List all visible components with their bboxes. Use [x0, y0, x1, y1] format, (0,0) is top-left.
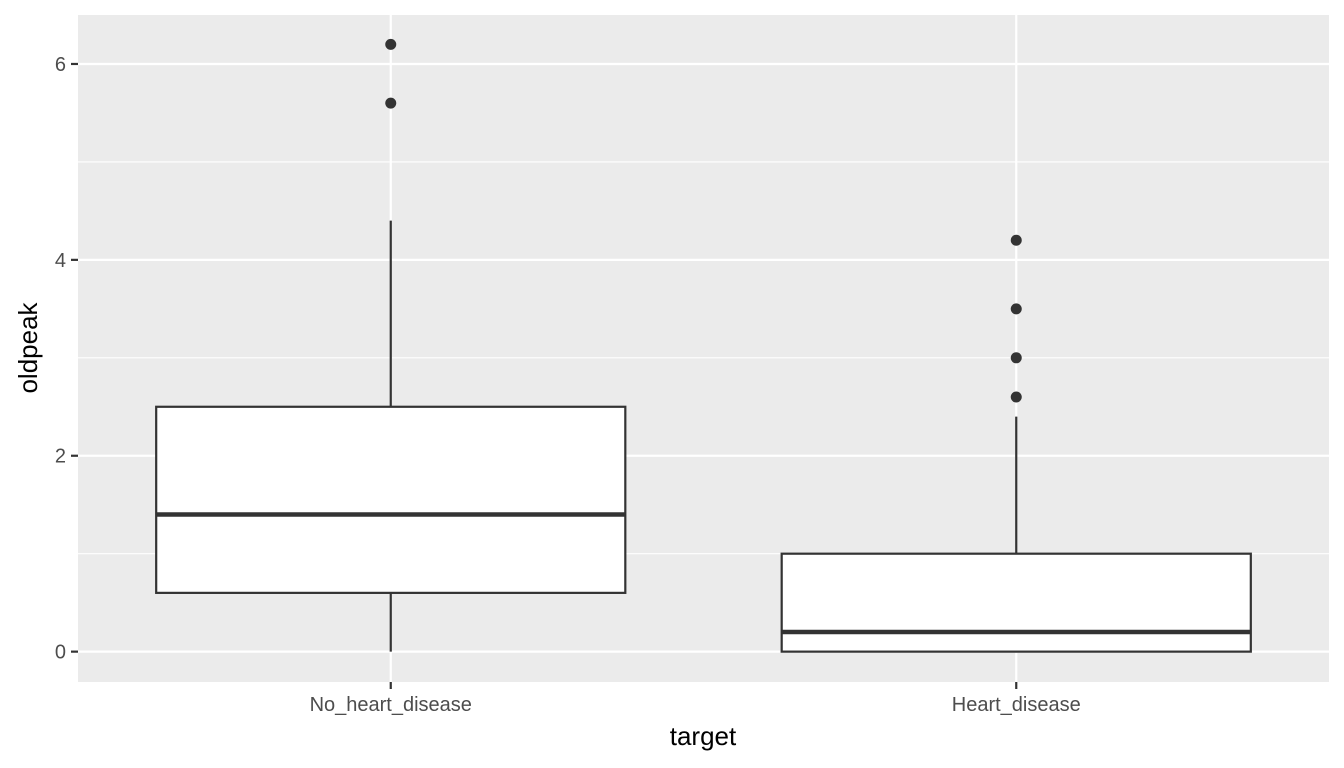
- outlier-point: [1010, 352, 1022, 364]
- y-tick-label: 6: [55, 54, 66, 76]
- box-group: [155, 38, 627, 652]
- outlier-point: [385, 97, 397, 109]
- boxes: [155, 38, 1252, 653]
- y-axis-title: oldpeak: [13, 301, 43, 393]
- x-tick-label: Heart_disease: [952, 694, 1081, 716]
- y-tick-label: 0: [55, 642, 66, 664]
- axes: 0 2 4 6 No_heart_disease Heart_disease: [55, 54, 1081, 716]
- outlier-point: [1010, 234, 1022, 246]
- box-iqr: [155, 405, 627, 594]
- y-tick-label: 2: [55, 446, 66, 468]
- box-group: [780, 234, 1252, 653]
- box-iqr: [780, 552, 1252, 653]
- outlier-point: [385, 38, 397, 50]
- x-tick-label: No_heart_disease: [310, 694, 472, 716]
- outlier-point: [1010, 391, 1022, 403]
- y-tick-label: 4: [55, 250, 66, 272]
- outlier-point: [1010, 303, 1022, 315]
- x-axis-title: target: [670, 721, 737, 751]
